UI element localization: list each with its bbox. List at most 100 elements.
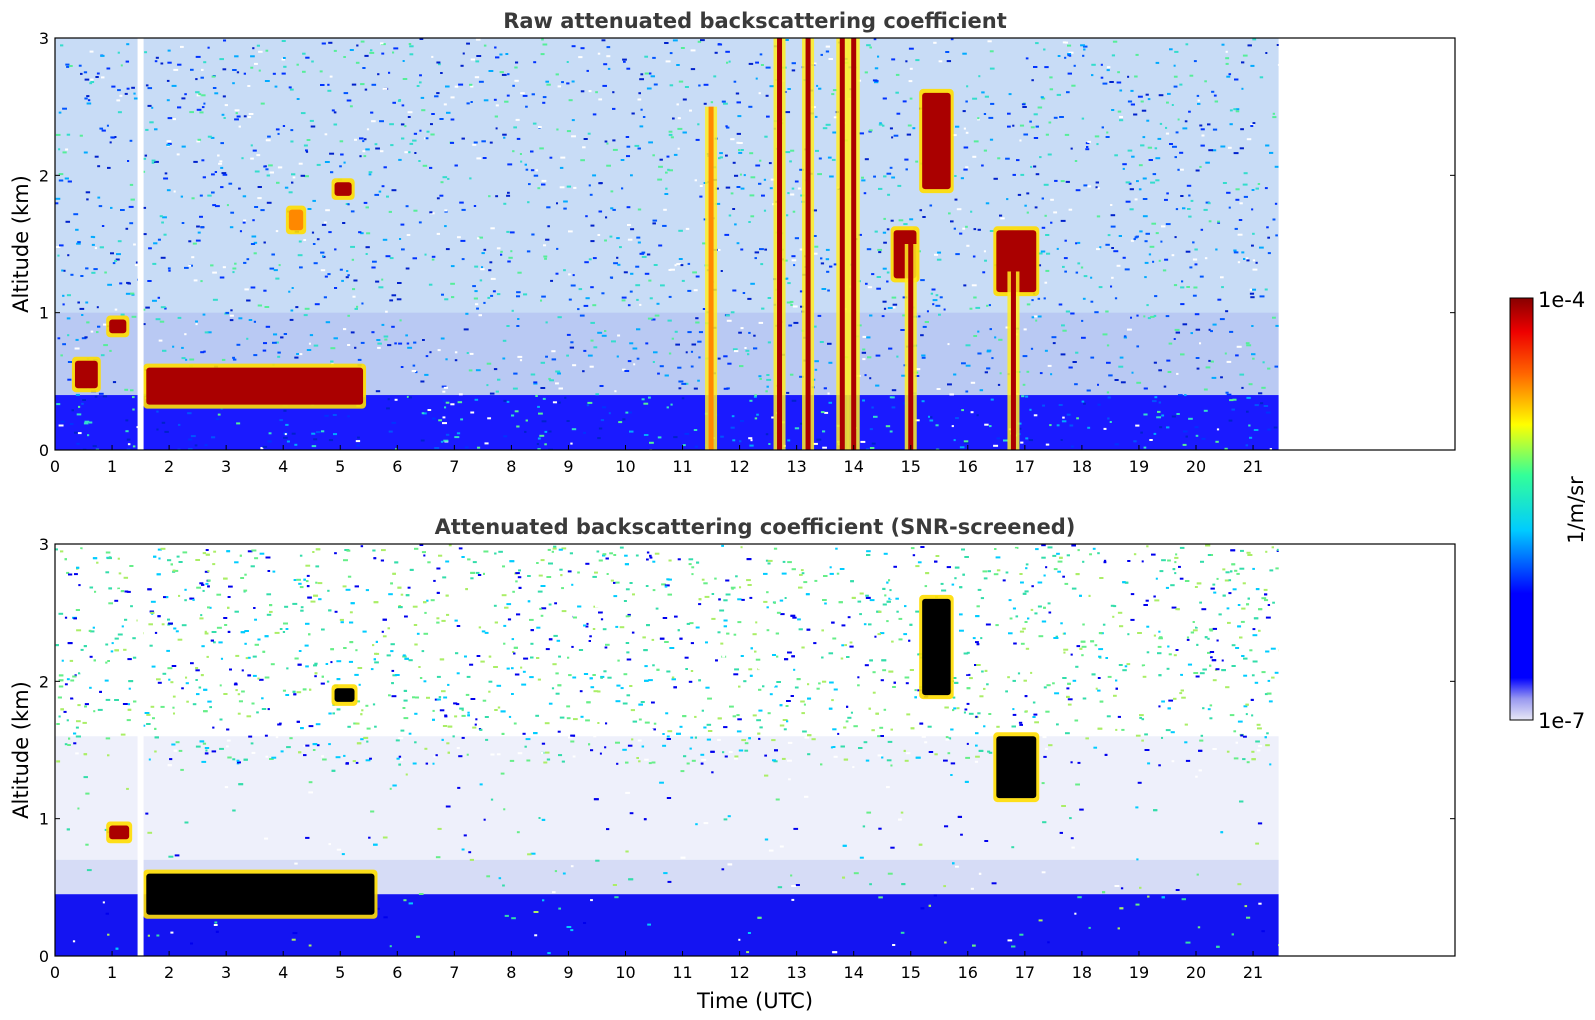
x-tick-label: 1 [107,457,117,476]
noise-speckle [222,266,226,269]
noise-speckle [924,741,928,744]
noise-speckle [58,612,64,615]
noise-speckle [566,185,572,188]
noise-speckle [383,916,388,919]
noise-speckle [154,160,159,163]
noise-speckle [1071,544,1076,547]
noise-speckle [323,708,327,710]
noise-speckle [346,99,352,102]
noise-speckle [833,755,838,758]
noise-speckle [263,241,266,244]
noise-speckle [915,565,920,568]
noise-speckle [117,51,120,54]
noise-speckle [1086,146,1089,148]
noise-speckle [128,687,131,690]
noise-speckle [1097,552,1100,555]
noise-speckle [86,102,92,105]
noise-speckle [1245,444,1249,447]
noise-speckle [644,721,650,724]
noise-speckle [896,355,899,358]
noise-speckle [1041,226,1046,229]
noise-speckle [488,680,493,683]
noise-speckle [365,253,368,255]
noise-speckle [592,304,597,307]
noise-speckle [355,61,360,64]
noise-speckle [905,591,911,594]
noise-speckle [530,614,536,617]
noise-speckle [443,103,447,106]
noise-speckle [987,725,991,728]
noise-speckle [74,674,77,677]
noise-speckle [1220,831,1224,834]
noise-speckle [275,277,280,280]
noise-speckle [1264,187,1268,190]
noise-speckle [282,125,286,127]
noise-speckle [486,384,489,387]
noise-speckle [1135,424,1140,427]
noise-speckle [1197,99,1200,102]
noise-speckle [863,623,867,626]
noise-speckle [791,62,796,65]
noise-speckle [662,617,668,619]
noise-speckle [439,709,445,712]
noise-speckle [688,680,693,683]
noise-speckle [122,703,128,705]
noise-speckle [429,166,433,169]
noise-speckle [753,347,758,350]
noise-speckle [684,656,689,659]
noise-speckle [422,412,427,415]
noise-speckle [888,347,893,350]
noise-speckle [664,585,668,588]
noise-speckle [467,558,471,561]
noise-speckle [421,412,425,415]
noise-speckle [275,128,280,131]
noise-speckle [1062,416,1065,419]
noise-speckle [532,122,537,125]
noise-speckle [537,693,541,696]
noise-speckle [934,753,938,756]
noise-speckle [127,658,132,661]
noise-speckle [525,738,531,741]
noise-speckle [145,812,149,815]
noise-speckle [222,173,228,176]
noise-speckle [347,314,350,317]
noise-speckle [1008,632,1013,635]
noise-speckle [1087,185,1092,188]
noise-speckle [980,597,985,600]
noise-speckle [347,575,352,578]
noise-speckle [668,352,672,355]
noise-speckle [905,60,908,63]
noise-speckle [556,247,559,250]
noise-speckle [58,179,64,182]
noise-speckle [546,83,551,86]
noise-speckle [1102,82,1108,85]
noise-speckle [1195,626,1198,629]
noise-speckle [695,317,699,320]
noise-speckle [1085,737,1089,740]
noise-speckle [246,299,251,302]
noise-speckle [291,287,294,289]
noise-speckle [483,301,486,304]
noise-speckle [602,553,607,556]
noise-speckle [1098,286,1103,289]
noise-speckle [773,547,778,550]
noise-speckle [1226,607,1230,610]
noise-speckle [349,49,354,51]
noise-speckle [353,722,358,725]
noise-speckle [200,280,203,283]
noise-speckle [475,718,478,721]
noise-speckle [1041,620,1047,623]
noise-speckle [247,550,253,553]
noise-speckle [507,618,512,621]
noise-speckle [983,250,986,253]
noise-speckle [1196,643,1199,646]
noise-speckle [582,370,585,373]
noise-speckle [765,94,769,97]
noise-speckle [305,622,310,625]
noise-speckle [889,430,893,433]
noise-speckle [475,303,479,306]
noise-speckle [360,738,364,741]
noise-speckle [1031,79,1034,82]
noise-speckle [349,641,354,644]
noise-speckle [531,233,535,236]
